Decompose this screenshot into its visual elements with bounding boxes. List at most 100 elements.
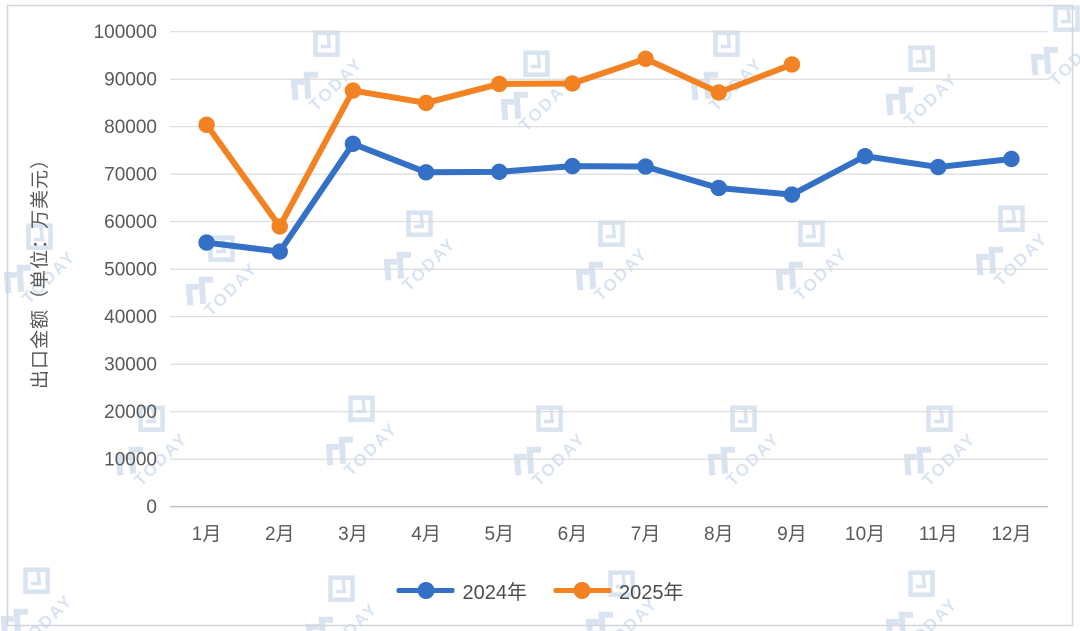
watermark-diamond-inner — [737, 407, 749, 424]
data-point-2024年-2月 — [271, 243, 288, 260]
data-point-2025年-9月 — [783, 56, 801, 73]
watermark-text: TODAY — [990, 229, 1051, 290]
watermark: TODAY — [290, 30, 367, 115]
data-point-2025年-1月 — [198, 116, 215, 133]
watermark-diamond-inner — [915, 47, 927, 64]
watermark-diamond-inner — [805, 222, 817, 239]
watermark-glyph — [885, 618, 899, 631]
y-axis-labels: 0 10000 20000 30000 40000 50000 60000 70000 8000… — [94, 22, 157, 518]
series-line-2024年 — [203, 140, 1015, 255]
data-point-2025年-5月 — [491, 75, 508, 93]
data-point-2024年-4月 — [417, 164, 435, 181]
watermark-text: TODAY — [200, 259, 261, 320]
y-tick-label: 60000 — [104, 212, 157, 233]
legend-item-2025: 2025年 — [553, 576, 684, 605]
data-point-2025年-8月 — [710, 84, 727, 101]
legend-marker-2025 — [553, 582, 611, 599]
watermark-glyph — [198, 276, 214, 305]
data-point-2024年-7月 — [637, 158, 654, 175]
watermark-diamond-inner — [1060, 7, 1072, 24]
data-point-2025年-3月 — [344, 82, 362, 99]
data-point-2024年-10月 — [856, 147, 874, 165]
watermark: TODAY — [690, 30, 767, 115]
watermark-diamond — [138, 405, 165, 432]
watermark-diamond-inner — [1005, 207, 1017, 224]
watermark-diamond-inner — [413, 212, 425, 229]
watermark-glyph — [916, 446, 932, 475]
watermark-diamond-inner — [30, 569, 42, 586]
y-tick-label: 30000 — [104, 355, 157, 376]
y-tick-label: 0 — [146, 497, 157, 518]
watermark-glyph — [13, 608, 29, 631]
watermark-diamond — [908, 570, 935, 597]
watermark-glyph — [707, 453, 721, 476]
watermark-text: TODAY — [340, 419, 401, 480]
watermark-diamond-inner — [320, 32, 332, 49]
watermark-glyph — [383, 258, 397, 281]
chart-legend: 2024年 2025年 — [396, 576, 684, 605]
data-point-2024年-5月 — [491, 163, 508, 181]
y-tick-label: 80000 — [104, 117, 157, 138]
watermark: TODAY — [0, 567, 77, 631]
watermark-glyph — [720, 446, 736, 475]
watermark-diamond — [328, 575, 355, 602]
watermark-glyph — [16, 264, 32, 293]
watermark-diamond-inner — [530, 52, 542, 69]
watermark-diamond — [23, 567, 50, 594]
watermark-glyph — [0, 615, 14, 631]
y-tick-label: 20000 — [104, 402, 157, 423]
watermark: TODAY — [325, 395, 402, 480]
legend-label-2025: 2025年 — [619, 582, 684, 604]
watermark-glyph — [290, 78, 304, 101]
watermark-diamond — [536, 405, 563, 432]
watermark-diamond-inner — [145, 407, 157, 424]
watermark-glyph — [513, 453, 527, 476]
watermark-diamond-inner — [915, 572, 927, 589]
data-point-2024年-8月 — [710, 179, 727, 197]
watermark: TODAY — [885, 45, 962, 130]
watermark-diamond — [926, 405, 953, 432]
watermark-glyph — [305, 623, 319, 631]
y-tick-label: 40000 — [104, 307, 157, 328]
watermark-glyph — [788, 261, 804, 290]
watermark-text: TODAY — [900, 69, 961, 130]
watermark-diamond — [523, 50, 550, 77]
watermark-diamond-inner — [335, 577, 347, 594]
x-tick-label: 10月 — [845, 524, 885, 545]
y-tick-label: 50000 — [104, 260, 157, 281]
gridlines — [170, 31, 1048, 508]
watermark-glyph — [185, 283, 199, 306]
watermark-diamond — [313, 30, 340, 57]
watermark-diamond-inner — [543, 407, 555, 424]
watermark-glyph — [1030, 53, 1044, 76]
legend-item-2024: 2024年 — [396, 576, 527, 605]
y-axis-title: 出口金额（单位：万美元） — [29, 149, 51, 389]
y-tick-label: 10000 — [104, 450, 157, 471]
watermark-diamond — [998, 205, 1025, 232]
x-tick-label: 5月 — [484, 524, 514, 545]
x-tick-label: 2月 — [265, 524, 295, 545]
watermark-glyph — [585, 618, 599, 631]
watermark-diamond — [406, 210, 433, 237]
watermark-diamond-inner — [33, 225, 45, 242]
x-tick-label: 9月 — [777, 524, 807, 545]
watermark-diamond — [348, 395, 375, 422]
watermark-text: TODAY — [790, 244, 851, 305]
watermark-glyph — [903, 453, 917, 476]
data-point-2025年-2月 — [271, 218, 288, 235]
watermark-glyph — [115, 453, 129, 476]
chart-frame — [6, 4, 1074, 627]
watermark-text: TODAY — [1045, 29, 1080, 90]
data-point-2024年-1月 — [198, 234, 215, 251]
watermark-glyph — [513, 91, 529, 120]
watermark-diamond-inner — [720, 32, 732, 49]
watermark-glyph — [500, 98, 514, 121]
watermark-glyph — [338, 436, 354, 465]
y-tick-label: 90000 — [104, 70, 157, 91]
data-point-2025年-7月 — [637, 50, 654, 67]
watermark-glyph — [128, 446, 144, 475]
watermark-diamond — [1053, 5, 1080, 32]
data-point-2024年-3月 — [344, 135, 362, 152]
watermark-glyph — [575, 268, 589, 291]
